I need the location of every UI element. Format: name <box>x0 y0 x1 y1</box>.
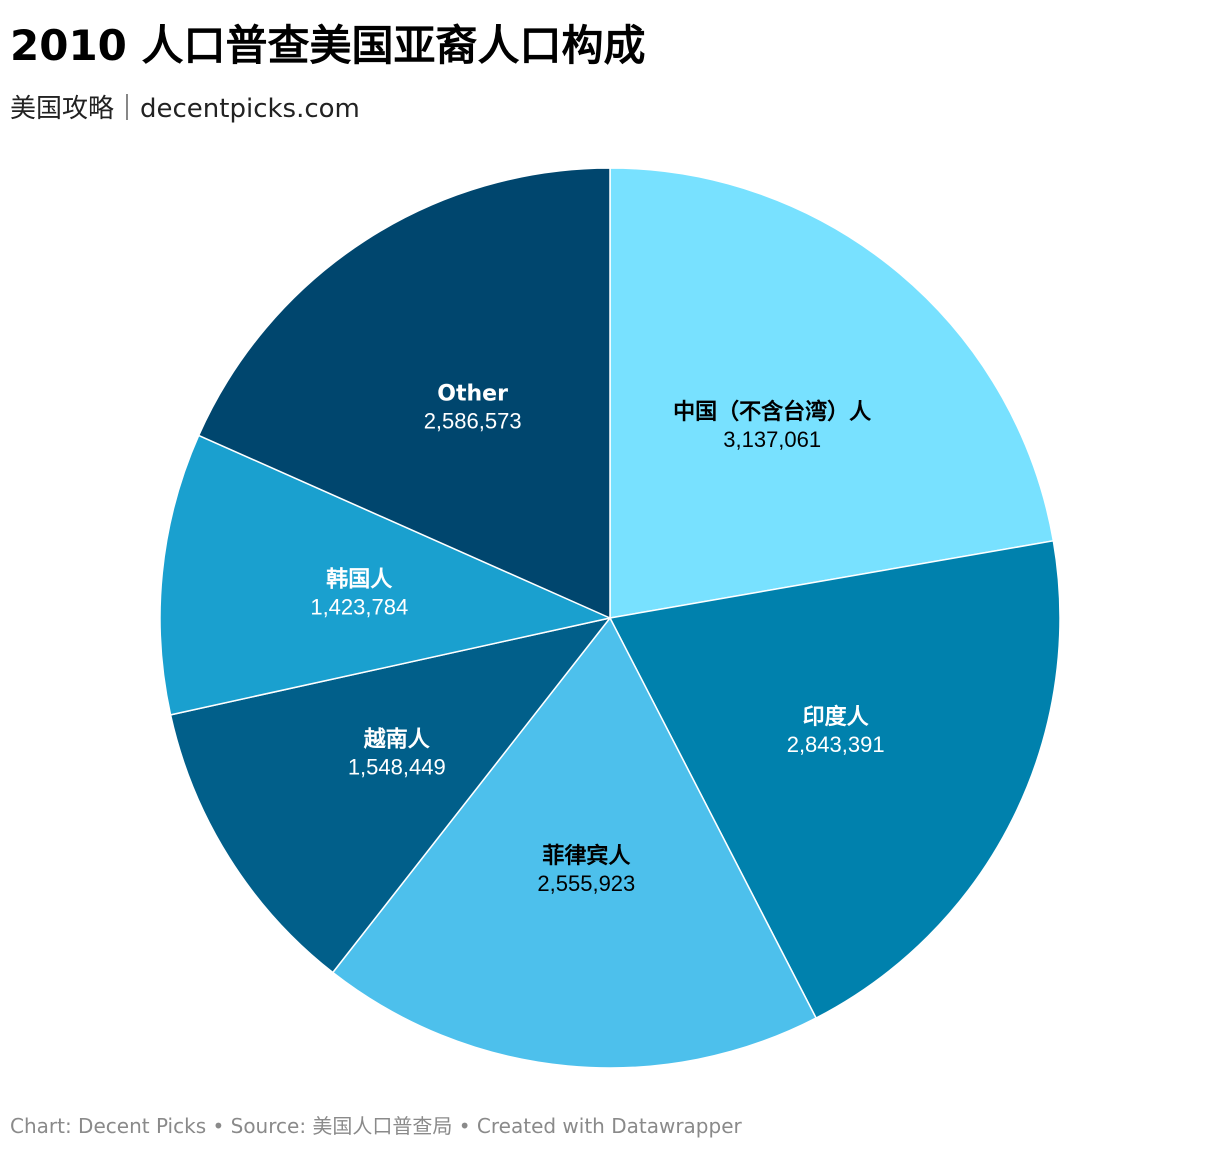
pie-slice-1 <box>609 540 1061 1019</box>
chart-title: 2010 人口普查美国亚裔人口构成 <box>10 21 646 70</box>
pie-slice-4 <box>159 434 611 716</box>
pie-slices <box>159 167 1061 1069</box>
slice-value-2: 2,555,923 <box>537 871 635 896</box>
pie-slice-5 <box>197 167 611 619</box>
slice-label-1: 印度人 <box>803 704 869 730</box>
slice-value-1: 2,843,391 <box>787 732 885 757</box>
chart-subtitle: 美国攻略｜decentpicks.com <box>10 94 360 124</box>
slice-label-3: 越南人 <box>363 727 430 752</box>
pie-slice-0 <box>609 167 1055 619</box>
slice-label-5: Other <box>437 382 508 407</box>
slice-label-0: 中国（不含台湾）人 <box>673 399 871 425</box>
pie-slice-2 <box>332 617 817 1069</box>
slice-value-5: 2,586,573 <box>424 409 522 434</box>
slice-value-0: 3,137,061 <box>723 427 821 452</box>
slice-value-3: 1,548,449 <box>348 754 446 779</box>
chart-footer: Chart: Decent Picks • Source: 美国人口普查局 • … <box>10 1114 742 1138</box>
pie-slice-3 <box>169 617 611 974</box>
slice-label-2: 菲律宾人 <box>542 843 630 869</box>
slice-label-4: 韩国人 <box>326 567 392 593</box>
slice-value-4: 1,423,784 <box>310 595 408 620</box>
